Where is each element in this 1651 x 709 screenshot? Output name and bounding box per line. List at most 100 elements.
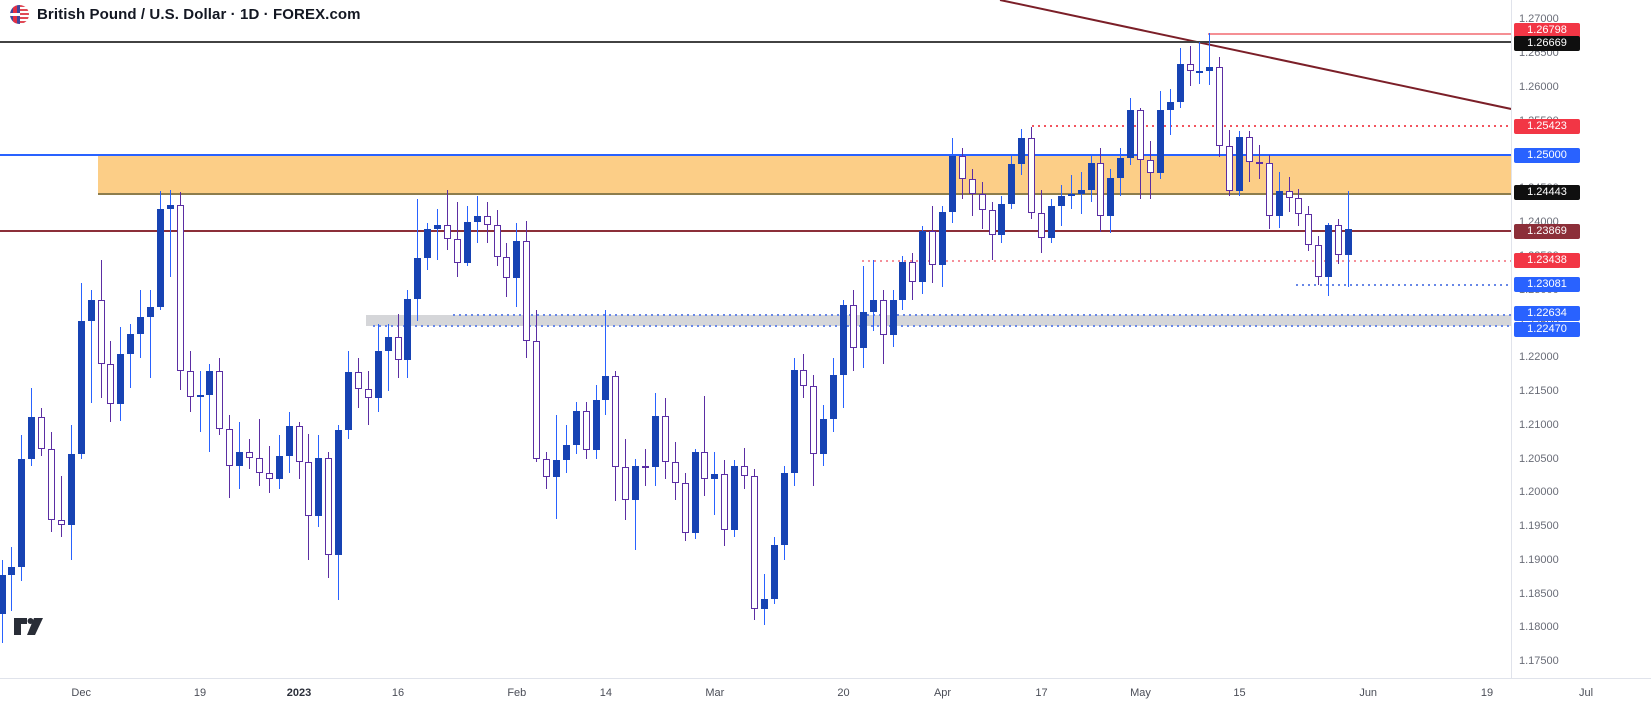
candle[interactable] — [602, 375, 610, 400]
candle[interactable] — [434, 224, 442, 229]
candle[interactable] — [216, 371, 224, 429]
candle[interactable] — [364, 388, 372, 399]
candle[interactable] — [1275, 191, 1283, 216]
candle[interactable] — [978, 194, 986, 211]
candle[interactable] — [661, 416, 669, 463]
time-axis[interactable]: ⚙ Dec19202316Feb14Mar20Apr17May15Jun19Ju… — [0, 678, 1651, 709]
candle[interactable] — [632, 465, 640, 500]
candle[interactable] — [612, 375, 620, 468]
candle[interactable] — [750, 475, 758, 610]
candle[interactable] — [889, 300, 897, 336]
candle[interactable] — [473, 215, 481, 222]
candle[interactable] — [137, 317, 145, 335]
candle[interactable] — [711, 473, 719, 480]
candle[interactable] — [968, 178, 976, 195]
candle[interactable] — [731, 465, 739, 530]
candle[interactable] — [345, 371, 352, 430]
candle[interactable] — [1077, 190, 1085, 194]
candle[interactable] — [503, 257, 511, 278]
candle[interactable] — [117, 354, 125, 404]
candle[interactable] — [295, 425, 303, 463]
candle[interactable] — [315, 457, 323, 516]
candle[interactable] — [760, 598, 768, 610]
candle[interactable] — [196, 394, 204, 397]
candle[interactable] — [236, 452, 244, 466]
candle[interactable] — [790, 369, 798, 473]
candle[interactable] — [1067, 193, 1075, 196]
candle[interactable] — [265, 472, 273, 480]
candle[interactable] — [899, 261, 907, 301]
candle[interactable] — [691, 452, 699, 534]
candle[interactable] — [1216, 67, 1224, 147]
candle[interactable] — [463, 221, 471, 264]
candle[interactable] — [741, 465, 748, 476]
candle[interactable] — [384, 336, 392, 351]
candle[interactable] — [38, 417, 46, 449]
candle[interactable] — [1255, 162, 1263, 165]
zone-top-dotted-line[interactable] — [453, 313, 1511, 316]
candle[interactable] — [67, 453, 75, 526]
candle[interactable] — [226, 428, 234, 466]
candle[interactable] — [840, 305, 847, 375]
candle[interactable] — [849, 305, 857, 349]
candle[interactable] — [582, 411, 590, 450]
candle[interactable] — [394, 336, 402, 361]
candle[interactable] — [1344, 228, 1352, 255]
candle[interactable] — [275, 455, 283, 480]
candle[interactable] — [513, 240, 521, 278]
candle[interactable] — [48, 448, 55, 520]
candle[interactable] — [176, 205, 184, 372]
candle[interactable] — [1196, 70, 1204, 73]
candle[interactable] — [305, 462, 313, 516]
candle[interactable] — [879, 300, 887, 336]
candle[interactable] — [1315, 244, 1323, 277]
candle[interactable] — [642, 465, 649, 468]
demand-zone-gray[interactable] — [366, 314, 1511, 326]
resistance-black-line[interactable] — [0, 41, 1511, 44]
symbol-header[interactable]: British Pound / U.S. Dollar · 1D · FOREX… — [10, 5, 361, 24]
candle[interactable] — [721, 473, 729, 530]
round-1-25-line[interactable] — [0, 154, 1511, 156]
candle[interactable] — [770, 544, 778, 599]
candle[interactable] — [1137, 110, 1144, 161]
candle[interactable] — [988, 210, 996, 235]
march-high-dotted-line[interactable] — [862, 259, 1511, 262]
candle[interactable] — [1117, 157, 1125, 178]
candle[interactable] — [1107, 177, 1115, 216]
candle[interactable] — [919, 230, 927, 283]
candle[interactable] — [1008, 163, 1016, 205]
april-high-dotted-line[interactable] — [1032, 125, 1511, 128]
candle[interactable] — [939, 212, 946, 266]
candle[interactable] — [453, 238, 461, 264]
candle[interactable] — [909, 261, 917, 283]
candle[interactable] — [1028, 138, 1036, 214]
candle[interactable] — [1018, 138, 1026, 164]
candle[interactable] — [424, 228, 432, 258]
price-axis[interactable]: 1.270001.265001.260001.255001.245001.240… — [1511, 0, 1651, 678]
candle[interactable] — [1305, 214, 1313, 245]
candle[interactable] — [1295, 198, 1303, 215]
resistance-high-line[interactable] — [1208, 32, 1511, 35]
candle[interactable] — [671, 462, 679, 483]
candle[interactable] — [859, 312, 867, 349]
may-low-dotted-line[interactable] — [1296, 283, 1511, 286]
supply-zone-orange[interactable] — [98, 155, 1511, 195]
candle[interactable] — [107, 364, 115, 404]
candle[interactable] — [1186, 63, 1194, 72]
candle[interactable] — [8, 567, 16, 576]
candle[interactable] — [948, 156, 956, 213]
candle[interactable] — [1236, 136, 1243, 192]
candle[interactable] — [1087, 163, 1095, 191]
candle[interactable] — [800, 369, 808, 387]
candle[interactable] — [1325, 224, 1333, 277]
candle[interactable] — [1245, 136, 1253, 163]
candle[interactable] — [493, 224, 501, 258]
candle[interactable] — [543, 459, 550, 477]
pivot-maroon-line[interactable] — [0, 230, 1511, 233]
candle[interactable] — [523, 240, 531, 342]
candle[interactable] — [77, 320, 85, 454]
candle[interactable] — [830, 374, 838, 420]
candle[interactable] — [562, 444, 570, 460]
candle[interactable] — [335, 430, 343, 555]
candle[interactable] — [869, 300, 877, 313]
